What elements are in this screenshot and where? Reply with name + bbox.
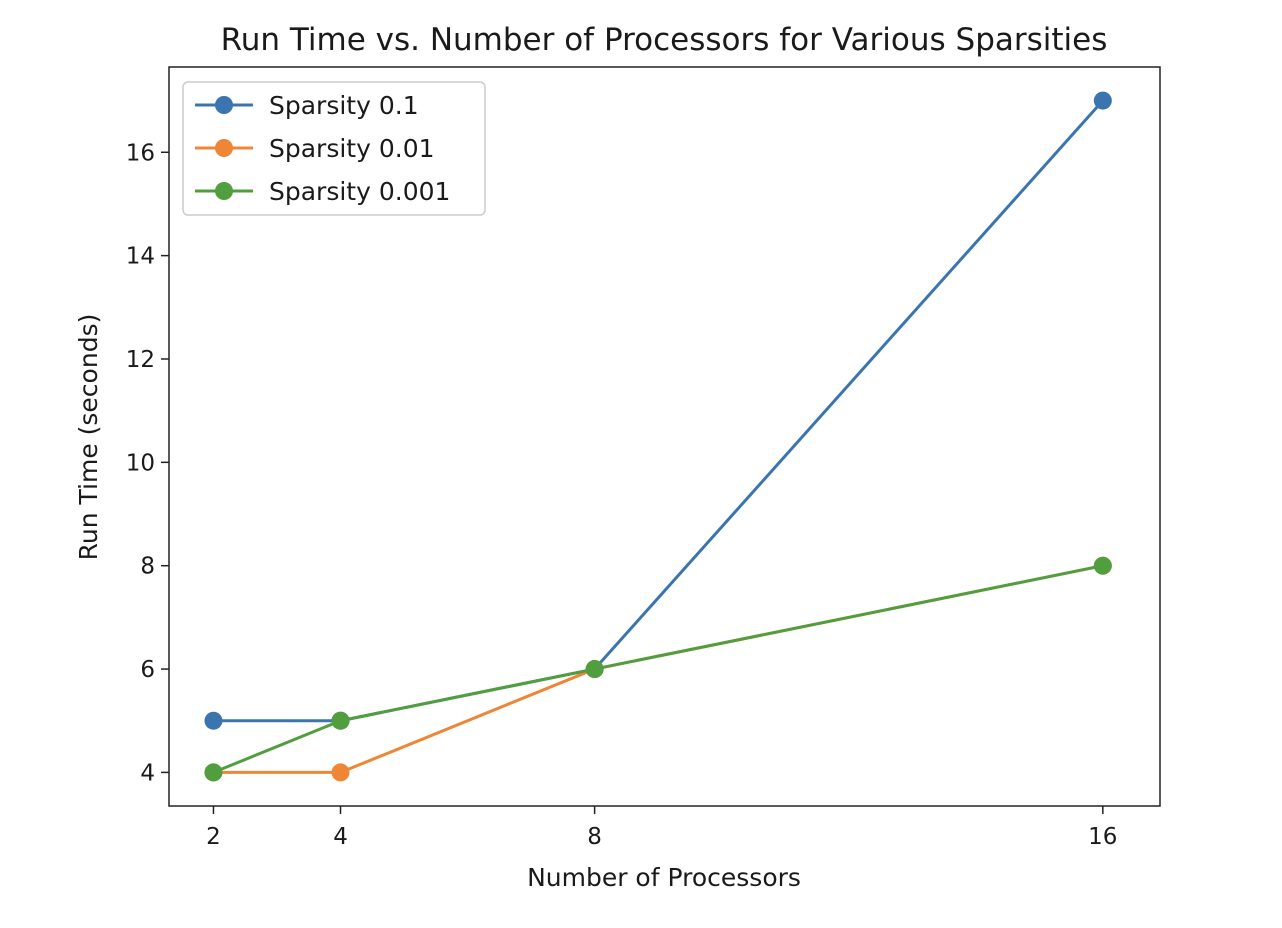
data-point-2-3	[1093, 556, 1112, 575]
y-tick-label: 12	[126, 347, 155, 373]
data-point-2-2	[585, 660, 604, 679]
chart-title: Run Time vs. Number of Processors for Va…	[221, 22, 1108, 58]
y-tick-label: 6	[140, 657, 155, 683]
legend: Sparsity 0.1 Sparsity 0.01 Sparsity 0.001	[182, 81, 486, 216]
data-point-2-1	[331, 711, 350, 730]
data-point-2-0	[204, 763, 223, 782]
x-tick-label: 2	[206, 824, 221, 850]
y-tick-label: 16	[126, 140, 155, 166]
legend-marker-0	[215, 96, 233, 114]
plot-area	[204, 91, 1112, 782]
data-point-0-0	[204, 711, 223, 730]
y-tick-label: 4	[140, 760, 155, 786]
x-axis-label: Number of Processors	[527, 863, 801, 892]
x-tick-label: 4	[333, 824, 348, 850]
x-tick-label: 16	[1088, 824, 1117, 850]
plot-frame	[168, 66, 1161, 807]
legend-label-2: Sparsity 0.001	[269, 177, 450, 206]
legend-label-1: Sparsity 0.01	[269, 134, 435, 163]
y-tick-label: 14	[126, 244, 155, 270]
legend-marker-2	[215, 182, 233, 200]
x-axis: 2 4 8 16	[206, 806, 1117, 850]
legend-box	[182, 81, 486, 216]
legend-marker-1	[215, 139, 233, 157]
y-tick-label: 8	[140, 554, 155, 580]
data-point-1-1	[331, 763, 350, 782]
legend-label-0: Sparsity 0.1	[269, 91, 419, 120]
y-axis: 4 6 8 10 12 14 16	[126, 140, 169, 786]
y-tick-label: 10	[126, 450, 155, 476]
data-point-0-3	[1093, 91, 1112, 110]
x-tick-label: 8	[587, 824, 602, 850]
y-axis-label: Run Time (seconds)	[74, 314, 103, 561]
series-line-2	[212, 564, 1104, 774]
